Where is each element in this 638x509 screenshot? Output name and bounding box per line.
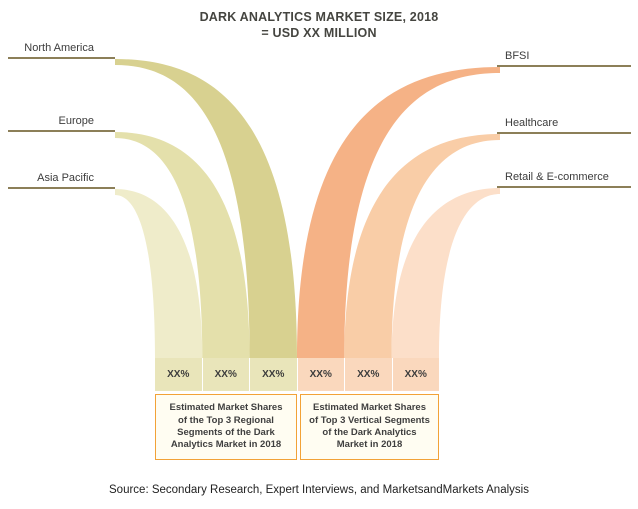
regional-segments-caption-text: Estimated Market Shares of the Top 3 Reg… — [169, 402, 283, 451]
vertical-label-retail-ecommerce: Retail & E-commerce — [505, 171, 609, 183]
region-underline-europe — [8, 130, 115, 132]
flow-asia-pacific — [115, 189, 203, 358]
percent-cell: XX% — [345, 358, 393, 391]
chart-title: DARK ANALYTICS MARKET SIZE, 2018 = USD X… — [99, 9, 539, 42]
vertical-underline-retail-ecommerce — [497, 186, 631, 188]
region-underline-asia-pacific — [8, 187, 115, 189]
vertical-label-bfsi: BFSI — [505, 50, 530, 62]
vertical-underline-bfsi — [497, 65, 631, 67]
chart-title-line1: DARK ANALYTICS MARKET SIZE, 2018 — [199, 10, 439, 24]
percent-cell: XX% — [392, 358, 439, 391]
percent-cell: XX% — [202, 358, 250, 391]
vertical-segments-caption-text: Estimated Market Shares of Top 3 Vertica… — [309, 402, 430, 451]
vertical-segments-caption: Estimated Market Shares of Top 3 Vertica… — [300, 394, 439, 460]
regional-segments-caption: Estimated Market Shares of the Top 3 Reg… — [155, 394, 297, 460]
chart-title-line2: = USD XX MILLION — [261, 26, 377, 41]
percent-cell: XX% — [155, 358, 203, 391]
flow-retail-ecommerce — [391, 188, 500, 358]
region-label-north-america: North America — [24, 42, 94, 54]
percent-row: XX% XX% XX% XX% XX% XX% — [155, 358, 439, 391]
flow-north-america — [115, 59, 297, 358]
region-label-europe: Europe — [58, 115, 94, 127]
flow-europe — [115, 132, 250, 358]
percent-cell: XX% — [250, 358, 298, 391]
flow-healthcare — [344, 134, 500, 358]
region-label-asia-pacific: Asia Pacific — [37, 172, 94, 184]
vertical-label-healthcare: Healthcare — [505, 117, 559, 129]
source-note: Source: Secondary Research, Expert Inter… — [109, 484, 529, 496]
region-underline-north-america — [8, 57, 115, 59]
vertical-underline-healthcare — [497, 132, 631, 134]
flow-bfsi — [297, 67, 500, 358]
percent-cell: XX% — [297, 358, 345, 391]
